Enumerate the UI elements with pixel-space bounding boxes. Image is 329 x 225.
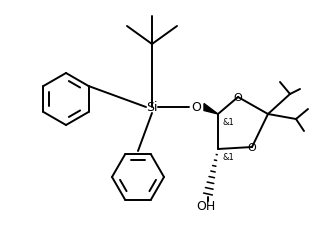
Text: &1: &1	[222, 152, 234, 161]
Text: OH: OH	[196, 200, 215, 213]
Text: O: O	[234, 93, 242, 103]
Polygon shape	[204, 104, 218, 115]
Text: O: O	[191, 101, 201, 114]
Text: Si: Si	[146, 101, 158, 114]
Text: &1: &1	[222, 118, 234, 127]
Text: O: O	[248, 142, 256, 152]
